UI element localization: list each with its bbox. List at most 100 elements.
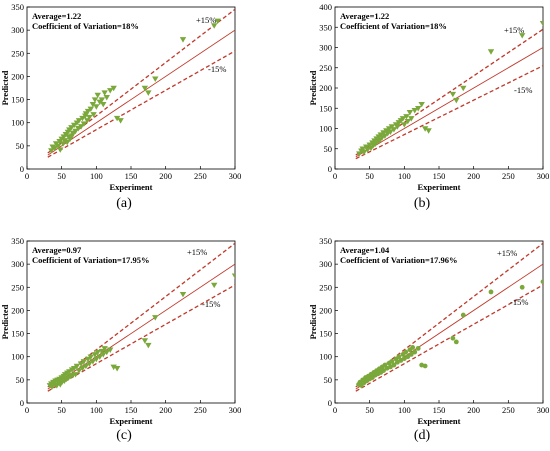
y-tick-label: 250 [11,48,24,58]
data-point [84,356,92,363]
y-tick-label: 350 [11,236,24,246]
plot-area [355,20,543,160]
data-point [364,147,371,153]
cov-annotation: Coefficient of Variation=18% [340,21,447,31]
cov-annotation: Coefficient of Variation=17.95% [32,255,149,265]
y-tick-label: 100 [319,352,332,362]
minus-15-label: -15% [202,299,220,309]
data-point [388,124,396,130]
data-point [390,127,398,133]
data-point [90,112,97,118]
data-point [91,352,99,358]
plot-area [47,8,235,158]
data-point [93,356,100,363]
data-point [519,33,526,39]
data-point [100,352,107,358]
data-point [100,101,107,108]
x-tick-label: 300 [537,171,550,181]
y-tick-label: 100 [11,352,24,362]
data-point [453,339,459,345]
average-annotation: Average=1.04 [340,245,390,255]
y-tick-label: 250 [319,63,332,73]
reference-line-plus-15 [355,28,543,156]
x-axis-label: Experiment [110,182,153,192]
data-point [460,312,466,318]
y-tick-label: 250 [319,282,332,292]
plus-15-label: +15% [504,25,524,35]
cov-annotation: Coefficient of Variation=17.96% [340,255,457,265]
data-point [179,291,187,298]
plus-15-label: +15% [196,15,216,25]
data-point [410,345,416,350]
y-tick-label: 50 [324,375,333,385]
data-point [421,126,429,132]
reference-line-minus-15 [355,65,543,160]
data-point [359,146,366,152]
data-point [73,363,81,370]
data-point [408,352,414,357]
x-tick-label: 300 [537,405,550,415]
data-point [141,85,149,92]
x-tick-label: 250 [502,171,515,181]
data-point [381,133,389,139]
reference-line-equality [47,263,235,390]
data-point [387,129,394,135]
data-point [94,92,101,99]
data-point [51,145,58,152]
y-tick-label: 0 [20,164,24,174]
data-point [80,121,88,127]
chart-panel-1: 0 50 100 150 200 250 300 0 50 100 150 200 250 300 350 4… [308,2,549,192]
y-axis-label: Predicted [308,304,318,339]
data-point [75,118,83,124]
panel-label-d: (d) [413,428,431,443]
y-tick-label: 100 [319,124,332,134]
data-point [141,338,149,344]
data-point [408,116,415,122]
data-point [113,366,121,372]
y-tick-label: 300 [319,43,332,53]
data-point [96,354,103,360]
data-point [107,88,114,94]
data-point [412,349,418,355]
data-point [394,124,401,130]
data-point [405,354,411,360]
minus-15-label: -15% [514,85,532,95]
data-point [75,368,83,374]
x-tick-label: 250 [502,405,515,415]
y-tick-label: 350 [11,2,24,12]
panel-label-b: (b) [413,196,431,211]
y-tick-label: 350 [319,236,332,246]
data-point [540,279,543,285]
data-point [103,95,110,101]
x-tick-label: 150 [433,405,446,415]
y-axis-label: Predicted [0,304,10,339]
data-point [422,363,428,369]
x-tick-label: 0 [25,171,29,181]
data-point [113,115,121,122]
y-tick-label: 0 [328,164,332,174]
plot-area [46,242,235,392]
data-point [77,361,85,367]
x-tick-label: 100 [90,405,103,415]
data-point [231,273,235,279]
y-tick-label: 300 [319,259,332,269]
data-point [117,118,124,124]
data-point [487,49,495,55]
y-tick-label: 300 [11,259,24,269]
data-point [101,90,108,96]
y-tick-label: 300 [11,25,24,35]
data-point [70,366,78,372]
reference-line-minus-15 [355,284,543,392]
data-point [403,349,409,355]
data-point [403,114,410,120]
data-point [363,144,370,150]
x-tick-label: 0 [333,171,337,181]
chart-panel-2: 0 50 100 150 200 250 300 0 50 100 150 200 250 300 350 E… [0,236,241,426]
x-axis-label: Experiment [110,416,153,426]
data-point [64,139,71,146]
y-axis-label: Predicted [308,70,318,105]
x-tick-label: 50 [365,171,374,181]
y-tick-label: 250 [11,282,24,292]
y-tick-label: 150 [319,329,332,339]
